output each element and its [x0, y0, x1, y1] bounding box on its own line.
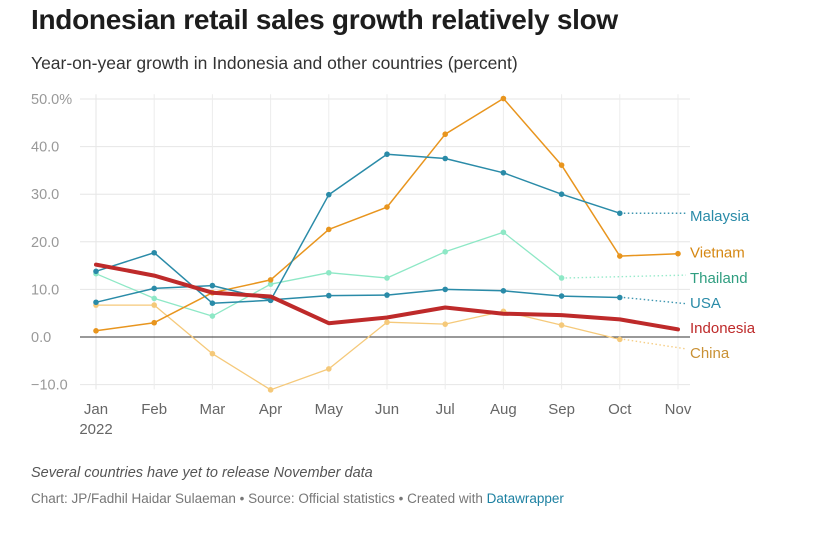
y-tick-label: 40.0 [31, 140, 59, 156]
data-point-vietnam-may [326, 226, 332, 233]
x-tick-label: Nov [665, 401, 692, 418]
data-point-thailand-jul [442, 248, 449, 255]
series-label-vietnam: Vietnam [690, 245, 745, 262]
data-point-malaysia-aug [500, 169, 507, 176]
series-label-malaysia: Malaysia [690, 208, 750, 225]
data-point-thailand-sep [558, 275, 565, 281]
y-tick-label: 50.0% [31, 92, 72, 108]
datawrapper-link[interactable]: Datawrapper [486, 491, 564, 506]
x-tick-label: Apr [259, 401, 282, 418]
data-point-malaysia-oct [617, 210, 623, 217]
y-tick-label: 0.0 [31, 330, 51, 346]
data-point-usa-mar [209, 282, 216, 289]
x-tick-label: Jun [375, 401, 399, 418]
chart-title: Indonesian retail sales growth relativel… [31, 4, 618, 35]
series-label-thailand: Thailand [690, 270, 748, 287]
x-tick-label: Aug [490, 401, 517, 418]
data-point-malaysia-jul [442, 155, 449, 162]
data-point-vietnam-oct [617, 253, 623, 259]
data-point-thailand-aug [500, 229, 507, 236]
data-point-malaysia-jan [93, 268, 99, 275]
series-label-usa: USA [690, 295, 721, 312]
x-tick-label: Mar [199, 401, 225, 418]
data-point-vietnam-jan [93, 328, 99, 334]
data-point-china-jun [384, 319, 390, 326]
y-tick-label: 20.0 [31, 235, 59, 251]
data-point-malaysia-feb [151, 249, 157, 256]
data-point-china-oct [617, 336, 623, 343]
x-tick-label: Jan [84, 401, 108, 418]
data-point-thailand-mar [209, 313, 216, 319]
x-tick-label: May [315, 401, 344, 418]
data-point-malaysia-jun [384, 151, 390, 158]
data-point-thailand-may [326, 269, 332, 276]
data-point-vietnam-nov [675, 250, 681, 257]
data-point-china-apr [267, 387, 274, 393]
y-tick-label: −10.0 [31, 378, 68, 394]
x-tick-label: Oct [608, 401, 632, 418]
series-label-china: China [690, 345, 730, 362]
y-tick-label: 10.0 [31, 282, 59, 298]
x-tick-label: Feb [141, 401, 167, 418]
data-point-malaysia-may [326, 191, 332, 198]
series-connector-china [623, 338, 687, 350]
data-point-china-mar [209, 350, 216, 357]
series-line-indonesia [94, 262, 680, 332]
y-tick-label: 30.0 [31, 187, 59, 203]
data-point-usa-oct [617, 294, 623, 301]
data-point-china-may [326, 366, 332, 372]
series-connector-usa [623, 296, 687, 305]
data-point-usa-sep [558, 293, 565, 299]
series-line-china [95, 304, 621, 391]
data-point-usa-jan [93, 299, 99, 306]
series-line-malaysia [95, 153, 621, 304]
data-point-usa-jul [442, 286, 449, 293]
data-point-malaysia-mar [209, 300, 216, 307]
series-label-indonesia: Indonesia [690, 320, 756, 337]
x-year-label: 2022 [79, 421, 112, 438]
footnote: Several countries have yet to release No… [31, 465, 373, 481]
data-point-usa-feb [151, 285, 157, 292]
series-connector-thailand [565, 274, 687, 279]
data-point-china-feb [151, 302, 157, 308]
credit-text: Chart: JP/Fadhil Haidar Sulaeman • Sourc… [31, 491, 487, 506]
data-point-china-jul [442, 321, 449, 327]
x-tick-label: Jul [436, 401, 455, 418]
data-point-thailand-apr [267, 281, 274, 287]
data-point-malaysia-sep [558, 191, 565, 197]
data-point-china-sep [558, 322, 565, 328]
data-point-thailand-feb [151, 295, 157, 302]
series-line-usa [95, 284, 621, 304]
data-point-vietnam-aug [500, 95, 507, 102]
data-point-vietnam-sep [558, 162, 565, 168]
chart-subtitle: Year-on-year growth in Indonesia and oth… [31, 53, 518, 73]
data-point-vietnam-jul [442, 131, 449, 138]
data-point-usa-jun [384, 292, 390, 298]
data-point-thailand-jun [384, 275, 390, 281]
data-point-vietnam-jun [384, 204, 390, 210]
data-point-vietnam-apr [267, 277, 274, 283]
x-tick-label: Sep [548, 401, 575, 418]
data-point-usa-may [326, 292, 332, 299]
data-point-usa-aug [500, 288, 507, 294]
data-point-vietnam-feb [151, 319, 157, 326]
credit-line: Chart: JP/Fadhil Haidar Sulaeman • Sourc… [31, 491, 564, 506]
